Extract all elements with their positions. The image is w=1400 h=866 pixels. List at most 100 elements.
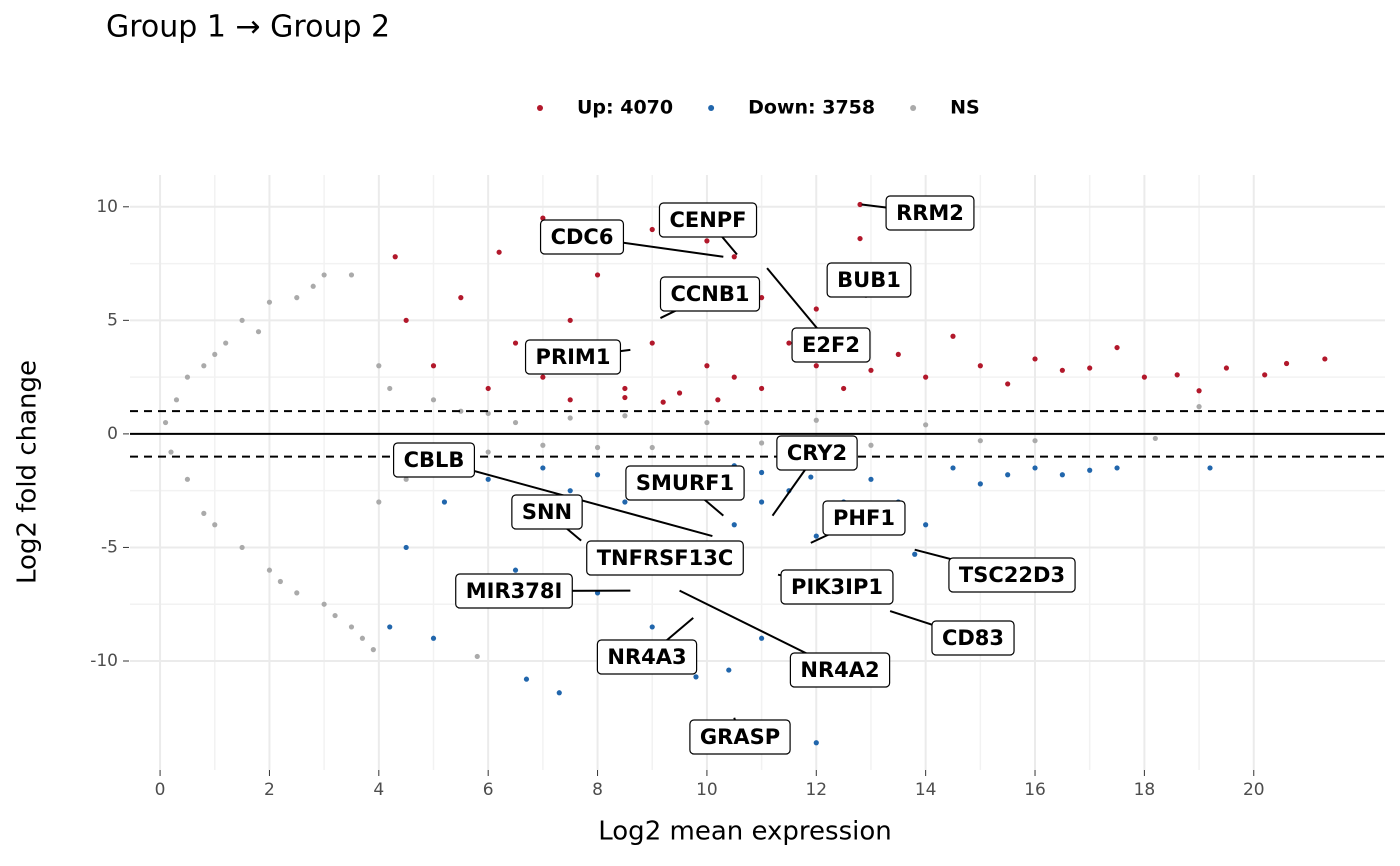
point xyxy=(321,601,327,607)
label-box xyxy=(511,494,583,530)
label-text: CD83 xyxy=(942,626,1004,650)
point xyxy=(786,340,792,346)
point xyxy=(387,624,393,630)
x-tick-label: 2 xyxy=(264,780,275,800)
point xyxy=(1283,360,1290,367)
point xyxy=(759,635,765,641)
point xyxy=(731,374,737,380)
label-box xyxy=(826,262,912,298)
x-tick-label: 10 xyxy=(696,780,718,800)
point xyxy=(403,544,409,551)
point xyxy=(370,647,376,653)
point xyxy=(813,306,819,312)
point xyxy=(704,238,710,244)
legend-marker xyxy=(708,105,715,111)
point xyxy=(594,272,601,278)
point xyxy=(321,272,327,278)
point xyxy=(512,340,519,346)
point xyxy=(376,499,382,505)
point xyxy=(1262,372,1268,378)
label-text: NR4A2 xyxy=(800,658,879,682)
legend-label: NS xyxy=(950,97,980,119)
y-axis-title: Log2 fold change xyxy=(13,360,43,584)
point xyxy=(430,397,437,403)
gene-label: PRIM1 xyxy=(524,339,622,375)
label-box xyxy=(539,219,625,255)
point xyxy=(923,522,929,528)
label-box xyxy=(455,573,573,609)
point xyxy=(430,363,437,369)
gene-label: CBLB xyxy=(392,442,476,478)
label-box xyxy=(392,442,476,478)
label-box xyxy=(822,500,906,536)
gene-label: E2F2 xyxy=(791,327,871,363)
point xyxy=(1141,374,1147,380)
gene-label: PHF1 xyxy=(822,500,906,536)
gene-label: GRASP xyxy=(689,719,791,755)
point xyxy=(649,226,655,233)
label-text: SNN xyxy=(522,500,572,524)
point xyxy=(594,472,601,478)
point xyxy=(294,590,300,596)
label-box xyxy=(524,339,622,375)
point xyxy=(1322,356,1328,362)
point xyxy=(1059,367,1065,373)
point xyxy=(201,363,207,369)
legend-marker xyxy=(910,105,917,111)
label-text: BUB1 xyxy=(837,268,901,292)
point xyxy=(485,385,491,392)
point xyxy=(441,499,448,505)
label-box xyxy=(689,719,791,755)
point xyxy=(759,499,765,505)
point xyxy=(1152,435,1158,442)
x-tick-label: 14 xyxy=(915,780,937,800)
point xyxy=(715,397,721,403)
point xyxy=(857,201,863,208)
point xyxy=(294,295,300,301)
gene-label: CCNB1 xyxy=(659,276,761,312)
point xyxy=(540,374,546,380)
y-tick-label: -5 xyxy=(101,537,118,557)
point xyxy=(1087,365,1093,371)
point xyxy=(622,499,628,505)
point xyxy=(726,667,732,673)
point xyxy=(1174,372,1180,378)
label-text: TNFRSF13C xyxy=(597,546,734,570)
label-box xyxy=(791,327,871,363)
point xyxy=(1196,404,1202,410)
point xyxy=(212,522,218,528)
point xyxy=(759,295,765,301)
point xyxy=(567,317,573,323)
gene-label: CD83 xyxy=(931,620,1015,656)
point xyxy=(1032,438,1038,444)
point xyxy=(622,385,628,392)
point xyxy=(359,635,366,641)
point xyxy=(567,488,573,494)
point xyxy=(1032,465,1038,471)
point xyxy=(759,385,765,392)
point xyxy=(239,317,245,323)
point xyxy=(1005,381,1011,387)
point xyxy=(857,235,863,242)
point xyxy=(310,283,316,289)
gene-label: BUB1 xyxy=(826,262,912,298)
label-box xyxy=(780,569,894,605)
point xyxy=(622,394,628,401)
point xyxy=(923,374,929,380)
gene-label: TNFRSF13C xyxy=(586,540,744,576)
point xyxy=(1059,472,1065,478)
point xyxy=(622,413,628,419)
label-text: MIR378I xyxy=(466,579,563,603)
label-box xyxy=(625,465,745,501)
point xyxy=(977,438,983,444)
point xyxy=(266,567,273,573)
point xyxy=(403,317,409,323)
point xyxy=(1196,388,1202,394)
point xyxy=(1005,472,1011,478)
point xyxy=(841,385,847,392)
point xyxy=(868,367,874,373)
point xyxy=(387,385,393,392)
gene-label: PIK3IP1 xyxy=(780,569,894,605)
point xyxy=(173,397,180,403)
